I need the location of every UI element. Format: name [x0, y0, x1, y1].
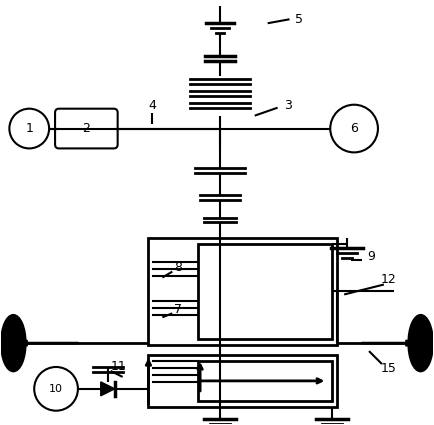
- Circle shape: [10, 109, 49, 148]
- Text: 1: 1: [25, 122, 33, 135]
- Text: 7: 7: [174, 303, 182, 316]
- Text: 15: 15: [381, 363, 397, 375]
- FancyBboxPatch shape: [55, 109, 118, 148]
- Bar: [148, 355, 337, 407]
- Circle shape: [34, 367, 78, 411]
- Ellipse shape: [1, 315, 25, 371]
- Text: 4: 4: [148, 99, 156, 112]
- Text: 8: 8: [174, 261, 182, 274]
- Text: 12: 12: [381, 273, 397, 286]
- Text: 6: 6: [350, 122, 358, 135]
- Text: 11: 11: [111, 360, 127, 374]
- Text: 5: 5: [296, 13, 303, 26]
- Text: 10: 10: [49, 384, 63, 394]
- Bar: [148, 238, 337, 345]
- Polygon shape: [101, 382, 115, 396]
- Text: 3: 3: [283, 99, 292, 112]
- Bar: [198, 361, 332, 401]
- Text: 2: 2: [82, 122, 90, 135]
- Ellipse shape: [409, 315, 433, 371]
- Circle shape: [330, 105, 378, 153]
- Bar: [198, 244, 332, 339]
- Text: 9: 9: [367, 250, 375, 263]
